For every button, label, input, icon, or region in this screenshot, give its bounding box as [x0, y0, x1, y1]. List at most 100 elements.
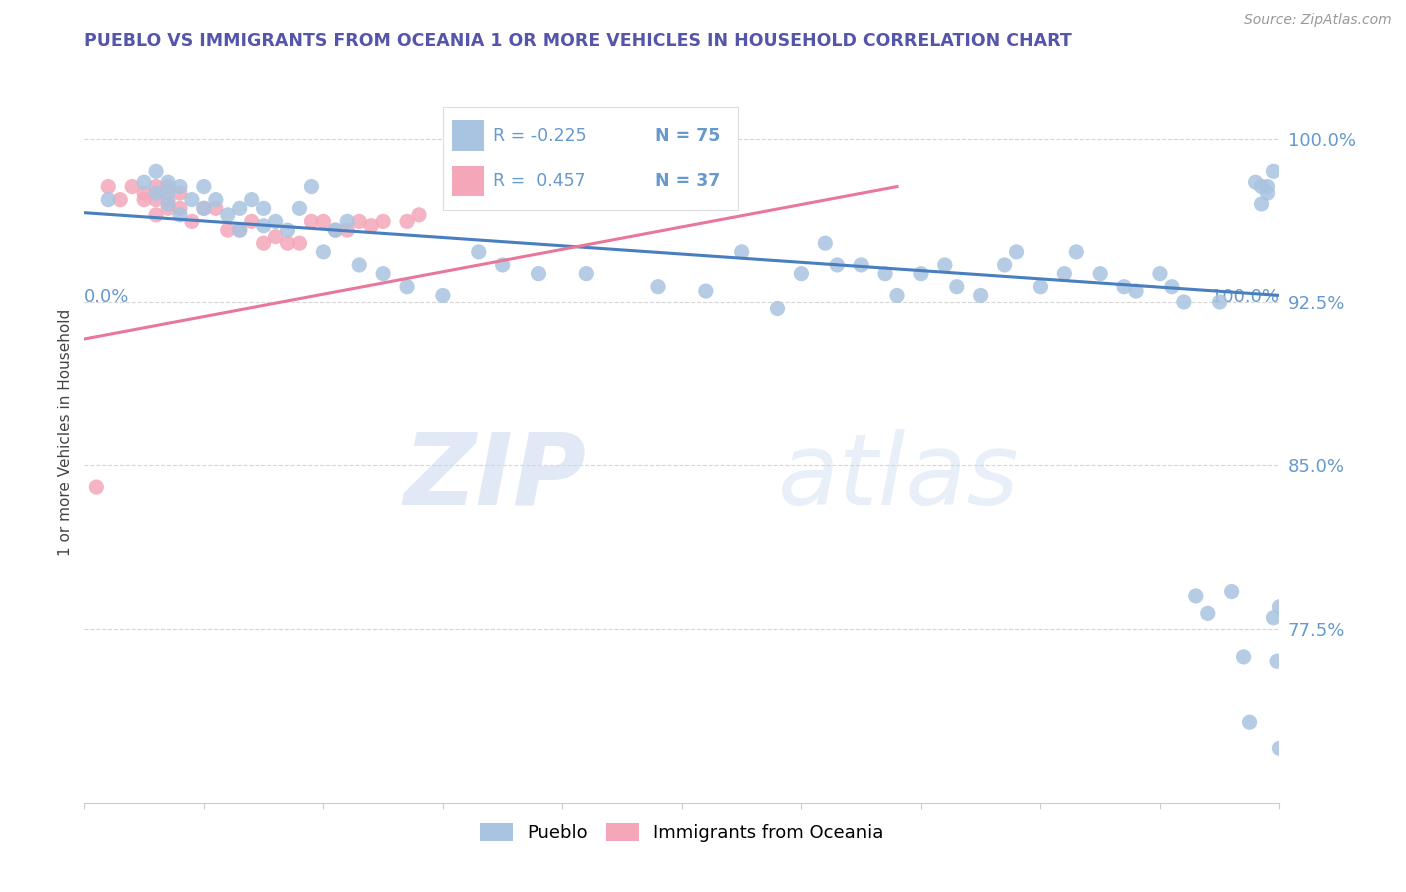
Point: [157, 202, 180, 216]
Point: [527, 267, 550, 281]
Point: [575, 267, 598, 281]
Point: [145, 164, 167, 178]
Point: [121, 179, 143, 194]
Point: [360, 219, 382, 233]
Point: [181, 193, 204, 207]
Point: [157, 193, 180, 207]
Text: 100.0%: 100.0%: [1212, 287, 1279, 306]
Point: [229, 223, 252, 237]
Point: [1114, 279, 1136, 293]
Point: [217, 208, 239, 222]
Point: [132, 193, 156, 207]
Point: [288, 236, 311, 251]
Point: [229, 202, 252, 216]
Point: [253, 219, 276, 233]
Point: [946, 279, 969, 293]
Point: [157, 197, 180, 211]
Point: [1125, 284, 1147, 298]
Point: [325, 223, 347, 237]
Text: atlas: atlas: [778, 428, 1019, 525]
Point: [827, 258, 849, 272]
Point: [1257, 179, 1279, 194]
Point: [349, 214, 371, 228]
Point: [396, 279, 419, 293]
Point: [1185, 589, 1208, 603]
Point: [1149, 267, 1171, 281]
Point: [312, 214, 335, 228]
Point: [157, 175, 180, 189]
Text: R = -0.225: R = -0.225: [494, 127, 586, 145]
Point: [1220, 584, 1243, 599]
Point: [1173, 295, 1195, 310]
Y-axis label: 1 or more Vehicles in Household: 1 or more Vehicles in Household: [58, 309, 73, 557]
Point: [193, 202, 215, 216]
Point: [1268, 741, 1291, 756]
Point: [994, 258, 1017, 272]
Point: [325, 223, 347, 237]
Point: [1257, 186, 1279, 200]
FancyBboxPatch shape: [451, 166, 484, 196]
Point: [336, 214, 359, 228]
Point: [647, 279, 669, 293]
Point: [97, 193, 120, 207]
Point: [432, 288, 454, 302]
Point: [169, 179, 191, 194]
Point: [205, 202, 228, 216]
Point: [169, 208, 191, 222]
Text: R =  0.457: R = 0.457: [494, 172, 586, 190]
Point: [1244, 175, 1267, 189]
Point: [277, 223, 299, 237]
Point: [1265, 654, 1288, 668]
Point: [1233, 649, 1256, 664]
Point: [145, 186, 167, 200]
Text: PUEBLO VS IMMIGRANTS FROM OCEANIA 1 OR MORE VEHICLES IN HOUSEHOLD CORRELATION CH: PUEBLO VS IMMIGRANTS FROM OCEANIA 1 OR M…: [84, 32, 1073, 50]
Point: [373, 214, 395, 228]
Point: [312, 244, 335, 259]
Point: [240, 193, 263, 207]
Point: [468, 244, 491, 259]
Point: [1209, 295, 1232, 310]
Text: ZIP: ZIP: [404, 428, 586, 525]
Point: [97, 179, 120, 194]
Point: [970, 288, 993, 302]
Point: [157, 179, 180, 194]
Point: [264, 214, 287, 228]
Point: [349, 258, 371, 272]
Point: [1197, 607, 1219, 621]
Point: [1161, 279, 1184, 293]
Point: [373, 267, 395, 281]
Point: [181, 214, 204, 228]
Point: [934, 258, 956, 272]
Point: [790, 267, 813, 281]
Point: [1263, 164, 1285, 178]
Text: Source: ZipAtlas.com: Source: ZipAtlas.com: [1244, 13, 1392, 28]
Point: [288, 202, 311, 216]
Point: [145, 208, 167, 222]
Point: [145, 179, 167, 194]
Point: [1005, 244, 1028, 259]
Point: [1053, 267, 1076, 281]
Point: [277, 236, 299, 251]
Point: [157, 186, 180, 200]
Point: [336, 223, 359, 237]
Point: [253, 202, 276, 216]
Point: [169, 202, 191, 216]
Point: [408, 208, 430, 222]
Point: [1239, 715, 1261, 730]
Point: [1250, 197, 1272, 211]
Point: [1263, 610, 1285, 624]
Point: [766, 301, 789, 316]
Point: [193, 202, 215, 216]
Text: N = 75: N = 75: [655, 127, 721, 145]
Point: [492, 258, 515, 272]
Point: [1066, 244, 1088, 259]
Point: [86, 480, 108, 494]
FancyBboxPatch shape: [451, 120, 484, 151]
Point: [695, 284, 717, 298]
Point: [264, 229, 287, 244]
Point: [169, 186, 191, 200]
Point: [132, 186, 156, 200]
Point: [1250, 179, 1272, 194]
Point: [1268, 599, 1291, 614]
Point: [229, 223, 252, 237]
